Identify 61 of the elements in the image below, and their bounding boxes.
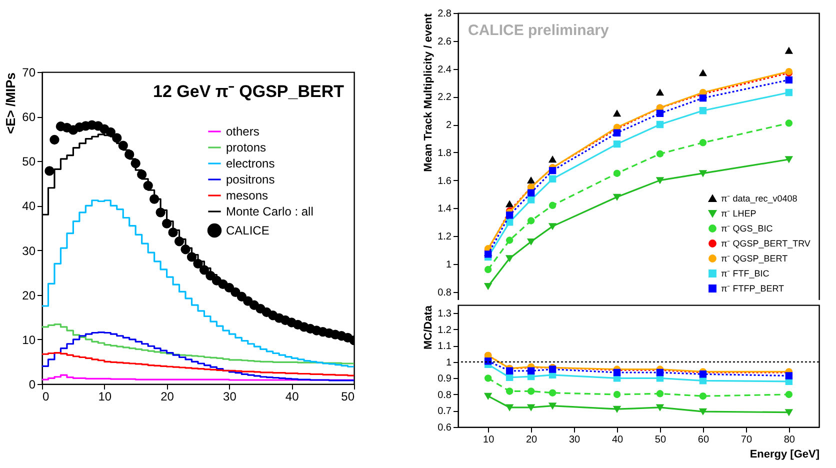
- y-tick-label: 0.8: [438, 390, 452, 401]
- y-tick-label: 2.4: [438, 64, 452, 76]
- x-tick-label: 50: [654, 434, 666, 446]
- x-tick-label: 80: [784, 434, 796, 446]
- y-tick-label: 1.1: [438, 341, 452, 352]
- legend-label: π⁻ FTFP_BERT: [721, 284, 785, 294]
- y-tick-label: 0.7: [438, 406, 452, 418]
- legend-label: positrons: [226, 172, 275, 186]
- y-tick-label: 1: [446, 357, 452, 368]
- x-tick-label: 20: [160, 390, 174, 404]
- y-tick-label: 1.6: [438, 176, 452, 187]
- legend-label: others: [226, 124, 260, 138]
- y-axis-title: <E> /MIPs: [3, 72, 18, 134]
- y-tick-label: 0.9: [438, 374, 452, 385]
- legend-label: CALICE: [226, 224, 270, 238]
- y-tick-label: 0.8: [438, 287, 452, 298]
- y-tick-label: 2: [446, 120, 452, 132]
- x-tick-label: 60: [698, 434, 710, 446]
- legend-label: π⁻ QGSP_BERT_TRV: [721, 238, 810, 248]
- legend-label: π⁻ QGSP_BERT: [721, 254, 788, 264]
- y-tick-label: 70: [22, 66, 36, 80]
- x-tick-label: 40: [612, 434, 624, 446]
- x-tick-label: 50: [341, 390, 355, 404]
- x-tick-label: 10: [98, 390, 112, 404]
- x-tick-label: 10: [483, 434, 495, 446]
- y-axis-title: MC/Data: [422, 304, 435, 350]
- x-axis-title: Energy [GeV]: [750, 448, 820, 460]
- x-tick-label: 20: [526, 434, 538, 446]
- x-tick-label: 0: [42, 390, 50, 404]
- y-tick-label: 60: [22, 110, 36, 124]
- x-tick-label: 40: [285, 390, 300, 404]
- annotation: CALICE preliminary: [468, 22, 610, 39]
- y-tick-label: 1.3: [438, 308, 452, 320]
- y-tick-label: 20: [22, 288, 36, 302]
- y-tick-label: 0.6: [438, 422, 452, 434]
- y-tick-label: 1.4: [438, 204, 452, 215]
- y-tick-label: 2.2: [438, 92, 452, 104]
- y-tick-label: 40: [22, 199, 36, 214]
- y-tick-label: 1.8: [438, 148, 452, 159]
- x-tick-label: 30: [568, 434, 581, 446]
- legend-label: π⁻ LHEP: [721, 208, 756, 218]
- y-tick-label: 2.6: [438, 36, 452, 48]
- legend-label: mesons: [226, 188, 268, 202]
- y-axis-title: Mean Track Multiplicity / event: [422, 13, 435, 172]
- text: 12 GeV π⁻ QGSP_BERT: [153, 82, 345, 101]
- y-tick-label: 1.2: [438, 324, 452, 336]
- y-tick-label: 1: [446, 259, 452, 270]
- y-tick-label: 50: [22, 154, 36, 169]
- x-tick-label: 30: [223, 390, 237, 404]
- legend-label: π⁻ QGS_BIC: [721, 224, 774, 234]
- y-tick-label: 0: [28, 378, 36, 392]
- x-tick-label: 70: [740, 434, 752, 446]
- y-tick-label: 1.2: [438, 232, 452, 243]
- y-tick-label: 30: [22, 244, 36, 258]
- legend-label: π⁻ FTF_BIC: [721, 268, 770, 278]
- legend-label: Monte Carlo : all: [226, 204, 314, 218]
- y-tick-label: 2.8: [438, 8, 452, 20]
- legend-label: π⁻ data_rec_v0408: [721, 194, 798, 204]
- legend-label: protons: [226, 140, 266, 154]
- legend-label: electrons: [226, 156, 275, 170]
- y-tick-label: 10: [22, 332, 36, 347]
